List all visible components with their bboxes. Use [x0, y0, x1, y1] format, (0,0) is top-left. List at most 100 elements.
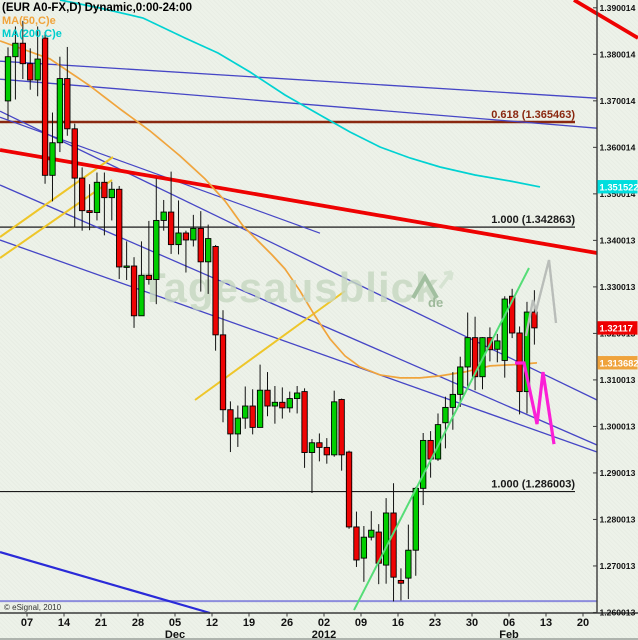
price-label: 1.360014: [600, 142, 636, 152]
candle: [138, 274, 145, 317]
candle: [464, 337, 471, 368]
price-badge: [597, 321, 638, 335]
candle: [494, 340, 501, 350]
candle: [405, 549, 412, 579]
candle: [286, 398, 293, 409]
fib-label: 1.000 (1.286003): [491, 479, 575, 491]
ma200-line: [59, 0, 541, 188]
watermark-arrow-ne-icon: [438, 270, 454, 290]
ma50-line: [0, 40, 538, 379]
candle: [360, 536, 368, 559]
candle: [323, 446, 330, 456]
date-label: 05: [169, 617, 181, 629]
date-label: 30: [466, 617, 478, 629]
candle: [71, 128, 78, 179]
trendline-support-green: [353, 267, 530, 611]
candle: [449, 393, 456, 408]
price-label: 1.380014: [600, 49, 636, 59]
date-label: 02: [318, 617, 330, 629]
candles-layer: [4, 20, 538, 602]
candle: [12, 42, 19, 58]
watermark-text: Tagesausblick: [140, 264, 439, 311]
candle: [368, 529, 375, 538]
date-sub-label: Dec: [165, 629, 185, 640]
ma200-legend-label: MA(200,C)e: [2, 28, 62, 40]
date-label: 13: [540, 617, 552, 629]
watermark-suffix: de: [428, 295, 443, 310]
date-label: 07: [21, 617, 33, 629]
price-label: 1.260013: [600, 607, 636, 617]
candle: [227, 409, 234, 435]
date-label: 14: [58, 617, 71, 629]
price-badge: [597, 180, 638, 194]
price-label: 1.390014: [600, 3, 636, 13]
candle: [338, 399, 345, 456]
trendline-resistance-red-upper: [573, 0, 638, 40]
date-sub-label: 2012: [312, 629, 336, 640]
legend: (EUR A0-FX,D) Dynamic,0:00-24:00 MA(50,C…: [2, 2, 192, 40]
fib-label: 1.000 (1.342863): [491, 214, 575, 226]
trendline-channel-upper-2: [0, 78, 598, 129]
candle: [234, 417, 241, 435]
date-label: 09: [355, 617, 367, 629]
date-label: 26: [281, 617, 293, 629]
candle: [264, 389, 271, 407]
candle: [4, 56, 12, 102]
price-badge-label: 1.313682: [600, 357, 638, 368]
date-label: 20: [577, 617, 589, 629]
date-label: 16: [392, 617, 404, 629]
candle: [108, 188, 115, 199]
candle: [316, 442, 323, 448]
candle: [345, 451, 353, 528]
price-label: 1.280013: [600, 514, 636, 524]
trendline-channel-upper-1: [0, 60, 598, 99]
trendlines-layer: [0, 0, 638, 615]
trendline-yellow-channel-1: [0, 156, 114, 238]
date-sub-label: Feb: [499, 629, 519, 640]
price-label: 1.310013: [600, 375, 636, 385]
candle: [19, 42, 26, 65]
candle: [397, 579, 405, 584]
trendline-yellow-channel-2: [0, 179, 113, 259]
candle: [501, 298, 508, 361]
candle: [442, 406, 449, 424]
chart-title: (EUR A0-FX,D) Dynamic,0:00-24:00: [2, 2, 192, 14]
candle: [175, 232, 182, 246]
candle: [457, 366, 464, 395]
candle: [86, 210, 93, 213]
candle: [293, 392, 301, 400]
date-label: 12: [206, 617, 218, 629]
candle: [471, 337, 479, 378]
trendline-resistance-red: [0, 148, 598, 255]
candle: [509, 295, 516, 334]
copyright-text: © eSignal, 2010: [4, 603, 62, 612]
candle: [271, 401, 279, 407]
price-label: 1.270013: [600, 561, 636, 571]
candle: [353, 526, 360, 561]
trendline-fan-1b: [0, 116, 321, 234]
candle: [167, 211, 175, 246]
candle: [130, 265, 138, 317]
candle: [197, 227, 204, 263]
candle: [523, 311, 531, 393]
candle: [78, 177, 86, 212]
candle: [242, 405, 249, 419]
candle: [64, 78, 71, 130]
candle: [116, 188, 123, 268]
price-badge-label: 1.351522: [600, 181, 638, 192]
price-label: 1.370014: [600, 96, 636, 106]
candle: [279, 401, 286, 409]
trendline-fan-2: [0, 184, 598, 446]
candle: [34, 58, 41, 81]
candle: [256, 389, 264, 428]
price-badge: [597, 356, 638, 370]
right-axis: 1.390014 1.380014 1.370014 1.360014 1.350014…: [593, 3, 638, 617]
date-label: 23: [429, 617, 441, 629]
candle: [56, 78, 64, 144]
candle: [101, 181, 108, 199]
candle: [49, 142, 56, 176]
watermark: Tagesausblick de: [140, 264, 454, 311]
